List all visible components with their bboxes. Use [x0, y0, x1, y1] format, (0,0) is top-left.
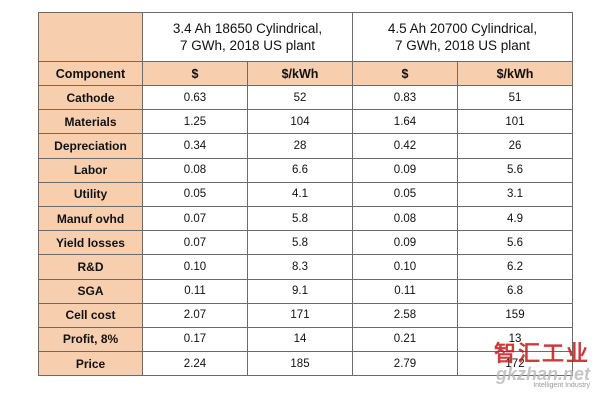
- table-cell: 51: [457, 84, 573, 111]
- table-cell: 104: [247, 109, 353, 135]
- group-header-18650: 3.4 Ah 18650 Cylindrical, 7 GWh, 2018 US…: [142, 12, 353, 62]
- column-header-dollar: $: [352, 61, 458, 86]
- row-label: Cathode: [38, 84, 143, 111]
- group-header-line: 4.5 Ah 20700 Cylindrical,: [387, 21, 538, 36]
- group-header-line: 7 GWh, 2018 US plant: [179, 38, 316, 53]
- table-row: Labor 0.08 6.6 0.09 5.6: [38, 157, 573, 183]
- table-cell: 6.2: [457, 254, 573, 280]
- row-label: Depreciation: [38, 133, 143, 159]
- table-cell: 52: [247, 84, 353, 111]
- table-cell: 6.8: [457, 278, 573, 304]
- table-cell: 2.07: [142, 302, 248, 328]
- row-label: Labor: [38, 157, 143, 183]
- table-cell: 0.08: [352, 205, 458, 232]
- table-cell: 4.1: [247, 181, 353, 207]
- table-cell: 0.10: [352, 254, 458, 280]
- table-body: Cathode 0.63 52 0.83 51 Materials 1.25 104 1.64 1…: [38, 84, 573, 377]
- table-cell: 101: [457, 109, 573, 135]
- row-label: Profit, 8%: [38, 326, 143, 353]
- row-label: SGA: [38, 278, 143, 304]
- row-label: Utility: [38, 181, 143, 207]
- table-cell: 5.6: [457, 230, 573, 256]
- table-row: Manuf ovhd 0.07 5.8 0.08 4.9: [38, 205, 573, 232]
- table-cell: 1.25: [142, 109, 248, 135]
- table-cell: 172: [457, 351, 573, 377]
- table-cell: 171: [247, 302, 353, 328]
- row-label: Price: [38, 351, 143, 377]
- table-cell: 159: [457, 302, 573, 328]
- row-label: R&D: [38, 254, 143, 280]
- table-cell: 26: [457, 133, 573, 159]
- table-cell: 0.83: [352, 84, 458, 111]
- table-row: Yield losses 0.07 5.8 0.09 5.6: [38, 230, 573, 256]
- table-row: Cell cost 2.07 171 2.58 159: [38, 302, 573, 328]
- column-header-dollar-per-kwh: $/kWh: [247, 61, 353, 86]
- table-row: SGA 0.11 9.1 0.11 6.8: [38, 278, 573, 304]
- table-cell: 0.11: [352, 278, 458, 304]
- table-row: Cathode 0.63 52 0.83 51: [38, 84, 573, 111]
- cost-table: 3.4 Ah 18650 Cylindrical, 7 GWh, 2018 US…: [38, 12, 573, 377]
- group-header-20700: 4.5 Ah 20700 Cylindrical, 7 GWh, 2018 US…: [352, 12, 573, 62]
- table-row: Materials 1.25 104 1.64 101: [38, 109, 573, 135]
- row-label: Yield losses: [38, 230, 143, 256]
- table-cell: 14: [247, 326, 353, 353]
- table-cell: 3.1: [457, 181, 573, 207]
- table-row: Profit, 8% 0.17 14 0.21 13: [38, 326, 573, 353]
- table-cell: 0.34: [142, 133, 248, 159]
- table-cell: 0.21: [352, 326, 458, 353]
- table-row: Depreciation 0.34 28 0.42 26: [38, 133, 573, 159]
- column-header-row: Component $ $/kWh $ $/kWh: [38, 61, 573, 86]
- table-cell: 8.3: [247, 254, 353, 280]
- table-cell: 4.9: [457, 205, 573, 232]
- table-cell: 5.6: [457, 157, 573, 183]
- table-cell: 185: [247, 351, 353, 377]
- table-cell: 0.05: [352, 181, 458, 207]
- row-label: Cell cost: [38, 302, 143, 328]
- table-cell: 0.09: [352, 157, 458, 183]
- table-cell: 0.08: [142, 157, 248, 183]
- table-cell: 0.63: [142, 84, 248, 111]
- table-cell: 2.24: [142, 351, 248, 377]
- table-cell: 0.10: [142, 254, 248, 280]
- table-cell: 0.07: [142, 230, 248, 256]
- corner-cell: [38, 12, 143, 62]
- table-cell: 9.1: [247, 278, 353, 304]
- table-cell: 6.6: [247, 157, 353, 183]
- column-header-dollar: $: [142, 61, 248, 86]
- table-row: Utility 0.05 4.1 0.05 3.1: [38, 181, 573, 207]
- table-row: R&D 0.10 8.3 0.10 6.2: [38, 254, 573, 280]
- table-cell: 13: [457, 326, 573, 353]
- table-cell: 0.09: [352, 230, 458, 256]
- table-cell: 5.8: [247, 205, 353, 232]
- table-row: Price 2.24 185 2.79 172: [38, 351, 573, 377]
- watermark-tagline: Intelligent Industry: [533, 382, 590, 389]
- table-cell: 0.17: [142, 326, 248, 353]
- group-header-line: 7 GWh, 2018 US plant: [394, 38, 531, 53]
- table-cell: 5.8: [247, 230, 353, 256]
- group-header-row: 3.4 Ah 18650 Cylindrical, 7 GWh, 2018 US…: [38, 12, 573, 62]
- table-cell: 0.11: [142, 278, 248, 304]
- group-header-line: 3.4 Ah 18650 Cylindrical,: [172, 21, 323, 36]
- table-cell: 0.42: [352, 133, 458, 159]
- row-label: Manuf ovhd: [38, 205, 143, 232]
- table-cell: 2.79: [352, 351, 458, 377]
- table-cell: 0.05: [142, 181, 248, 207]
- table-cell: 1.64: [352, 109, 458, 135]
- table-cell: 28: [247, 133, 353, 159]
- table-cell: 2.58: [352, 302, 458, 328]
- column-header-component: Component: [38, 61, 143, 86]
- column-header-dollar-per-kwh: $/kWh: [457, 61, 573, 86]
- table-cell: 0.07: [142, 205, 248, 232]
- row-label: Materials: [38, 109, 143, 135]
